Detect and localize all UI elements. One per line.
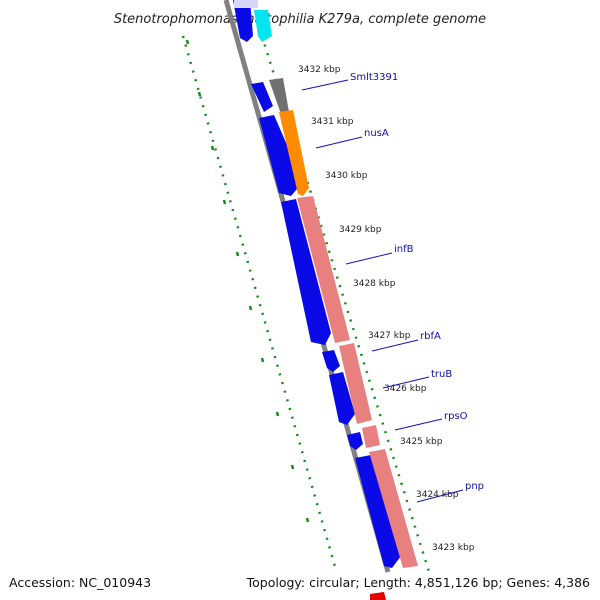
gene-top-forward[interactable]: [233, 0, 253, 42]
gene-cds-4[interactable]: [322, 350, 340, 372]
gene-cds-5[interactable]: [329, 372, 355, 425]
inner-track-dashes: [185, 39, 310, 523]
gene-label-rpso[interactable]: rpsO: [444, 411, 468, 422]
gene-cds-6[interactable]: [347, 432, 363, 450]
gene-rrna-rbfa[interactable]: [339, 343, 372, 424]
gene-cds-1[interactable]: [251, 82, 273, 112]
gene-cds-3[interactable]: [281, 199, 331, 345]
gene-smlt3391[interactable]: [269, 78, 289, 114]
gene-cds-2[interactable]: [259, 115, 303, 196]
gene-label-infb[interactable]: infB: [394, 244, 414, 255]
summary-text: Topology: circular; Length: 4,851,126 bp…: [246, 575, 590, 590]
gene-nusa[interactable]: [279, 110, 309, 196]
tick-label: 3426 kbp: [384, 384, 427, 394]
gene-label-nusa[interactable]: nusA: [364, 128, 389, 139]
gene-label-trub[interactable]: truB: [431, 369, 452, 380]
gene-cds-7[interactable]: [355, 455, 401, 568]
tick-label: 3430 kbp: [325, 171, 368, 181]
tick-label: 3428 kbp: [353, 279, 396, 289]
tick-label: 3429 kbp: [339, 225, 382, 235]
gene-top-pale: [234, 0, 258, 8]
gene-rrna-pnp[interactable]: [369, 449, 418, 568]
tick-label: 3425 kbp: [400, 437, 443, 447]
gene-top-cyan[interactable]: [254, 10, 272, 42]
gene-rrna-infb[interactable]: [297, 196, 350, 343]
map-title: Stenotrophomonas maltophilia K279a, comp…: [114, 12, 486, 27]
gene-label-smlt3391[interactable]: Smlt3391: [350, 72, 398, 83]
tick-label: 3432 kbp: [298, 65, 341, 75]
gene-label-pnp[interactable]: pnp: [465, 481, 484, 492]
gene-label-rbfa[interactable]: rbfA: [420, 331, 441, 342]
tick-label: 3423 kbp: [432, 543, 475, 553]
tick-label: 3424 kbp: [416, 490, 459, 500]
gene-label-leaders: [301, 79, 464, 503]
gene-bottom-red[interactable]: [370, 592, 386, 600]
tick-label: 3427 kbp: [368, 331, 411, 341]
gene-rrna-rpso[interactable]: [362, 425, 380, 448]
tick-label: 3431 kbp: [311, 117, 354, 127]
accession-text: Accession: NC_010943: [9, 575, 151, 590]
